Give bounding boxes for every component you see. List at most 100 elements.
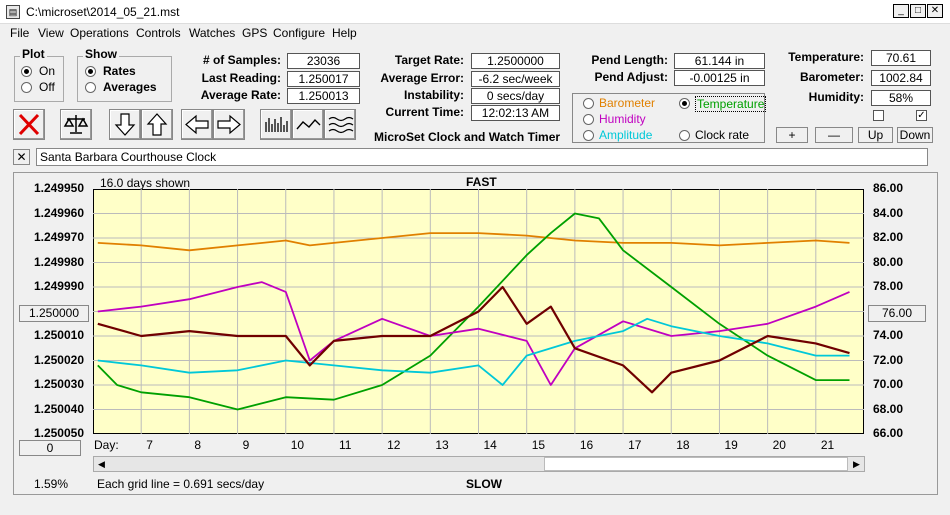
last-reading-value: 1.250017 [287,71,360,87]
scroll-right-icon[interactable]: ▶ [853,459,860,469]
clear-button[interactable] [13,109,45,140]
arrow-right-icon [217,114,241,135]
plus-button[interactable]: + [776,127,808,143]
show-rates-radio[interactable] [85,66,96,77]
right-center-button[interactable]: 76.00 [868,305,926,322]
maximize-button[interactable]: □ [910,4,926,18]
clock-rate-radio[interactable] [679,130,690,141]
x-tick-label: 14 [483,438,497,452]
pend-length-label: Pend Length: [591,53,668,67]
target-rate-label: Target Rate: [394,53,464,67]
arrow-down-button[interactable] [109,109,141,140]
average-error-label: Average Error: [380,71,464,85]
series-line-barometer [97,232,850,252]
left-tick-label: 1.250050 [33,426,84,440]
description-clear-button[interactable]: ✕ [13,149,30,165]
temperature-value: 70.61 [871,50,931,66]
day-axis-label: Day: [94,438,119,452]
temperature-option-label: Temperature [695,96,767,112]
down-button[interactable]: Down [897,127,933,143]
plot-on-radio[interactable] [21,66,32,77]
menu-controls[interactable]: Controls [136,26,181,40]
left-tick-label: 1.249990 [33,279,84,293]
amplitude-radio[interactable] [583,130,594,141]
wave-button[interactable] [324,109,356,140]
series-line-humidity [97,281,850,386]
app-icon: ▤ [6,5,20,19]
minimize-button[interactable]: _ [893,4,909,18]
menu-operations[interactable]: Operations [70,26,129,40]
x-tick-label: 9 [242,438,250,452]
scale-icon [63,115,89,134]
up-button[interactable]: Up [858,127,893,143]
scroll-left-icon[interactable]: ◀ [98,459,105,469]
menu-view[interactable]: View [38,26,64,40]
right-tick-label: 68.00 [873,401,904,416]
arrow-up-icon [146,113,168,136]
show-averages-label: Averages [103,80,157,94]
humidity-value: 58% [871,90,931,106]
horizontal-scrollbar[interactable]: ◀ ▶ [93,456,865,472]
menu-help[interactable]: Help [332,26,357,40]
x-tick-label: 17 [628,438,642,452]
current-time-label: Current Time: [385,105,464,119]
humidity-radio[interactable] [583,114,594,125]
series-line-clock-rate [97,285,850,394]
line-plot-button[interactable] [292,109,324,140]
menu-watches[interactable]: Watches [189,26,236,40]
description-field[interactable]: Santa Barbara Courthouse Clock [36,148,928,166]
show-averages-radio[interactable] [85,82,96,93]
show-group-title: Show [83,47,119,61]
arrow-left-icon [185,114,209,135]
menu-configure[interactable]: Configure [273,26,326,40]
title-bar: ▤ C:\microset\2014_05_21.mst _ □ ✕ [0,0,950,24]
close-window-button[interactable]: ✕ [927,4,943,18]
plot-off-label: Off [39,80,55,94]
average-error-value: -6.2 sec/week [471,71,560,87]
left-bottom-button[interactable]: 0 [19,440,81,456]
temperature-radio[interactable] [679,98,690,109]
left-center-button[interactable]: 1.250000 [19,305,89,322]
pend-length-value: 61.144 in [674,53,765,69]
arrow-down-icon [114,113,136,136]
show-group [77,56,172,102]
left-tick-label: 1.249980 [33,254,84,269]
barometer-value: 1002.84 [871,70,931,86]
minus-button[interactable]: — [815,127,853,143]
x-tick-label: 12 [387,438,401,452]
arrow-up-button[interactable] [141,109,173,140]
current-time-value: 12:02:13 AM [471,105,560,121]
arrow-right-button[interactable] [213,109,245,140]
arrow-left-button[interactable] [181,109,213,140]
x-tick-label: 10 [290,438,305,452]
clock-rate-option-label: Clock rate [695,128,750,142]
instability-label: Instability: [403,88,464,102]
pend-adjust-value: -0.00125 in [674,70,765,86]
x-tick-label: 16 [579,438,594,452]
right-tick-label: 70.00 [873,377,904,391]
percent-label: 1.59% [34,477,69,491]
red-x-icon [18,113,40,136]
grid-note: Each grid line = 0.691 secs/day [97,477,265,491]
line-plot-icon [296,118,321,130]
aux-selector-panel: Barometer Temperature Humidity Amplitude… [572,93,767,143]
left-tick-label: 1.249970 [33,230,84,244]
balance-button[interactable] [60,109,92,140]
menu-gps[interactable]: GPS [242,26,268,40]
histogram-button[interactable] [260,109,292,140]
right-tick-label: 80.00 [873,254,904,269]
checkbox-right[interactable]: ✓ [916,110,927,121]
checkbox-left[interactable] [873,110,884,121]
x-tick-label: 13 [435,438,449,452]
app-caption: MicroSet Clock and Watch Timer [374,130,561,144]
right-tick-label: 66.00 [873,426,904,440]
wave-icon [328,116,354,134]
menu-file[interactable]: File [10,26,30,40]
scroll-thumb[interactable] [544,457,848,471]
plot-on-label: On [39,64,56,78]
barometer-option-label: Barometer [599,96,656,110]
x-tick-label: 7 [146,438,153,452]
plot-off-radio[interactable] [21,82,32,93]
right-tick-label: 72.00 [873,352,904,367]
barometer-radio[interactable] [583,98,594,109]
